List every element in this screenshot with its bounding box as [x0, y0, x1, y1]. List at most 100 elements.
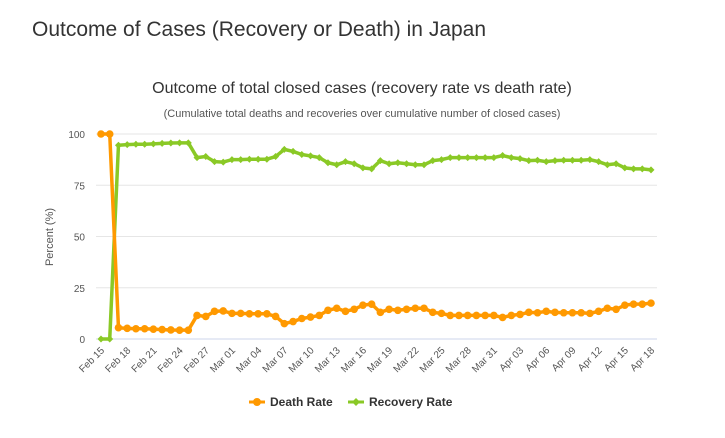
recovery-rate-point[interactable]	[254, 155, 262, 163]
death-rate-point[interactable]	[210, 307, 219, 316]
recovery-rate-point[interactable]	[176, 139, 184, 147]
death-rate-point[interactable]	[271, 312, 280, 321]
recovery-rate-point[interactable]	[167, 139, 175, 147]
recovery-rate-point[interactable]	[621, 164, 629, 172]
death-rate-point[interactable]	[568, 308, 577, 317]
recovery-rate-point[interactable]	[481, 154, 489, 162]
recovery-rate-point[interactable]	[507, 154, 515, 162]
recovery-rate-point[interactable]	[577, 156, 585, 164]
recovery-rate-point[interactable]	[551, 157, 559, 165]
death-rate-point[interactable]	[612, 305, 620, 314]
death-rate-point[interactable]	[97, 130, 105, 138]
recovery-rate-point[interactable]	[123, 141, 131, 149]
death-rate-point[interactable]	[289, 317, 297, 326]
death-rate-point[interactable]	[498, 313, 507, 322]
death-rate-point[interactable]	[158, 325, 166, 334]
death-rate-point[interactable]	[437, 309, 446, 318]
recovery-rate-point[interactable]	[560, 156, 568, 164]
death-rate-point[interactable]	[647, 299, 655, 307]
death-rate-point[interactable]	[638, 300, 647, 308]
recovery-rate-point[interactable]	[202, 153, 210, 161]
recovery-rate-point[interactable]	[359, 164, 367, 172]
recovery-rate-point[interactable]	[219, 158, 227, 166]
recovery-rate-point[interactable]	[106, 335, 114, 343]
death-rate-point[interactable]	[516, 310, 524, 319]
recovery-rate-point[interactable]	[307, 152, 315, 160]
recovery-rate-point[interactable]	[595, 158, 603, 166]
recovery-rate-point[interactable]	[638, 165, 646, 173]
recovery-rate-point[interactable]	[245, 155, 253, 163]
recovery-rate-point[interactable]	[647, 166, 655, 174]
death-rate-point[interactable]	[629, 300, 638, 308]
death-rate-point[interactable]	[551, 308, 559, 317]
death-rate-point[interactable]	[132, 324, 140, 333]
recovery-rate-point[interactable]	[411, 161, 419, 169]
recovery-rate-point[interactable]	[586, 156, 594, 164]
death-rate-point[interactable]	[507, 311, 516, 320]
death-rate-point[interactable]	[332, 304, 341, 313]
recovery-rate-point[interactable]	[612, 160, 620, 168]
death-rate-point[interactable]	[394, 306, 402, 315]
death-rate-point[interactable]	[428, 308, 437, 317]
recovery-rate-point[interactable]	[193, 154, 201, 162]
death-rate-point[interactable]	[586, 309, 594, 318]
death-rate-point[interactable]	[420, 304, 428, 313]
recovery-rate-point[interactable]	[534, 156, 542, 164]
recovery-rate-point[interactable]	[429, 157, 437, 165]
recovery-rate-point[interactable]	[603, 161, 611, 169]
recovery-rate-point[interactable]	[341, 158, 349, 166]
death-rate-point[interactable]	[228, 309, 236, 318]
death-rate-point[interactable]	[542, 307, 551, 316]
recovery-rate-point[interactable]	[210, 158, 218, 166]
death-rate-point[interactable]	[254, 309, 262, 318]
recovery-rate-point[interactable]	[542, 158, 550, 166]
recovery-rate-point[interactable]	[568, 156, 576, 164]
death-rate-point[interactable]	[472, 311, 481, 320]
death-rate-point[interactable]	[280, 319, 289, 328]
death-rate-point[interactable]	[306, 313, 315, 321]
recovery-rate-point[interactable]	[630, 165, 638, 173]
death-rate-point[interactable]	[105, 130, 114, 138]
death-rate-point[interactable]	[490, 311, 498, 320]
recovery-rate-point[interactable]	[368, 165, 376, 173]
recovery-rate-point[interactable]	[272, 153, 280, 161]
recovery-rate-point[interactable]	[464, 154, 472, 162]
death-rate-point[interactable]	[402, 305, 411, 314]
death-rate-point[interactable]	[446, 311, 455, 320]
death-rate-point[interactable]	[114, 323, 123, 332]
recovery-rate-point[interactable]	[184, 139, 192, 147]
recovery-rate-point[interactable]	[158, 139, 166, 147]
recovery-rate-point[interactable]	[376, 157, 384, 165]
death-rate-point[interactable]	[385, 305, 393, 314]
death-rate-point[interactable]	[184, 326, 193, 334]
recovery-rate-point[interactable]	[324, 159, 332, 167]
death-rate-point[interactable]	[359, 301, 367, 309]
recovery-rate-point[interactable]	[315, 154, 323, 162]
legend-item-death-rate[interactable]: Death Rate	[249, 395, 333, 409]
death-rate-point[interactable]	[341, 307, 350, 316]
recovery-rate-point[interactable]	[97, 335, 105, 343]
death-rate-point[interactable]	[149, 325, 158, 333]
death-rate-point[interactable]	[315, 311, 324, 320]
recovery-rate-point[interactable]	[446, 154, 454, 162]
recovery-rate-point[interactable]	[114, 141, 122, 149]
recovery-rate-point[interactable]	[403, 160, 411, 168]
death-rate-point[interactable]	[376, 308, 385, 317]
recovery-rate-point[interactable]	[525, 157, 533, 165]
death-rate-point[interactable]	[559, 308, 568, 317]
death-rate-point[interactable]	[577, 308, 585, 317]
death-rate-point[interactable]	[621, 301, 629, 309]
recovery-rate-point[interactable]	[333, 161, 341, 169]
recovery-rate-point[interactable]	[298, 151, 306, 158]
death-rate-point[interactable]	[533, 308, 542, 317]
recovery-rate-point[interactable]	[499, 152, 507, 160]
recovery-rate-point[interactable]	[289, 147, 297, 155]
death-rate-point[interactable]	[463, 311, 472, 320]
recovery-rate-point[interactable]	[237, 156, 245, 164]
death-rate-point[interactable]	[193, 311, 201, 320]
recovery-rate-point[interactable]	[141, 140, 149, 148]
recovery-rate-point[interactable]	[228, 156, 236, 164]
recovery-rate-point[interactable]	[455, 154, 463, 162]
death-rate-point[interactable]	[350, 305, 358, 314]
death-rate-point[interactable]	[411, 304, 420, 313]
